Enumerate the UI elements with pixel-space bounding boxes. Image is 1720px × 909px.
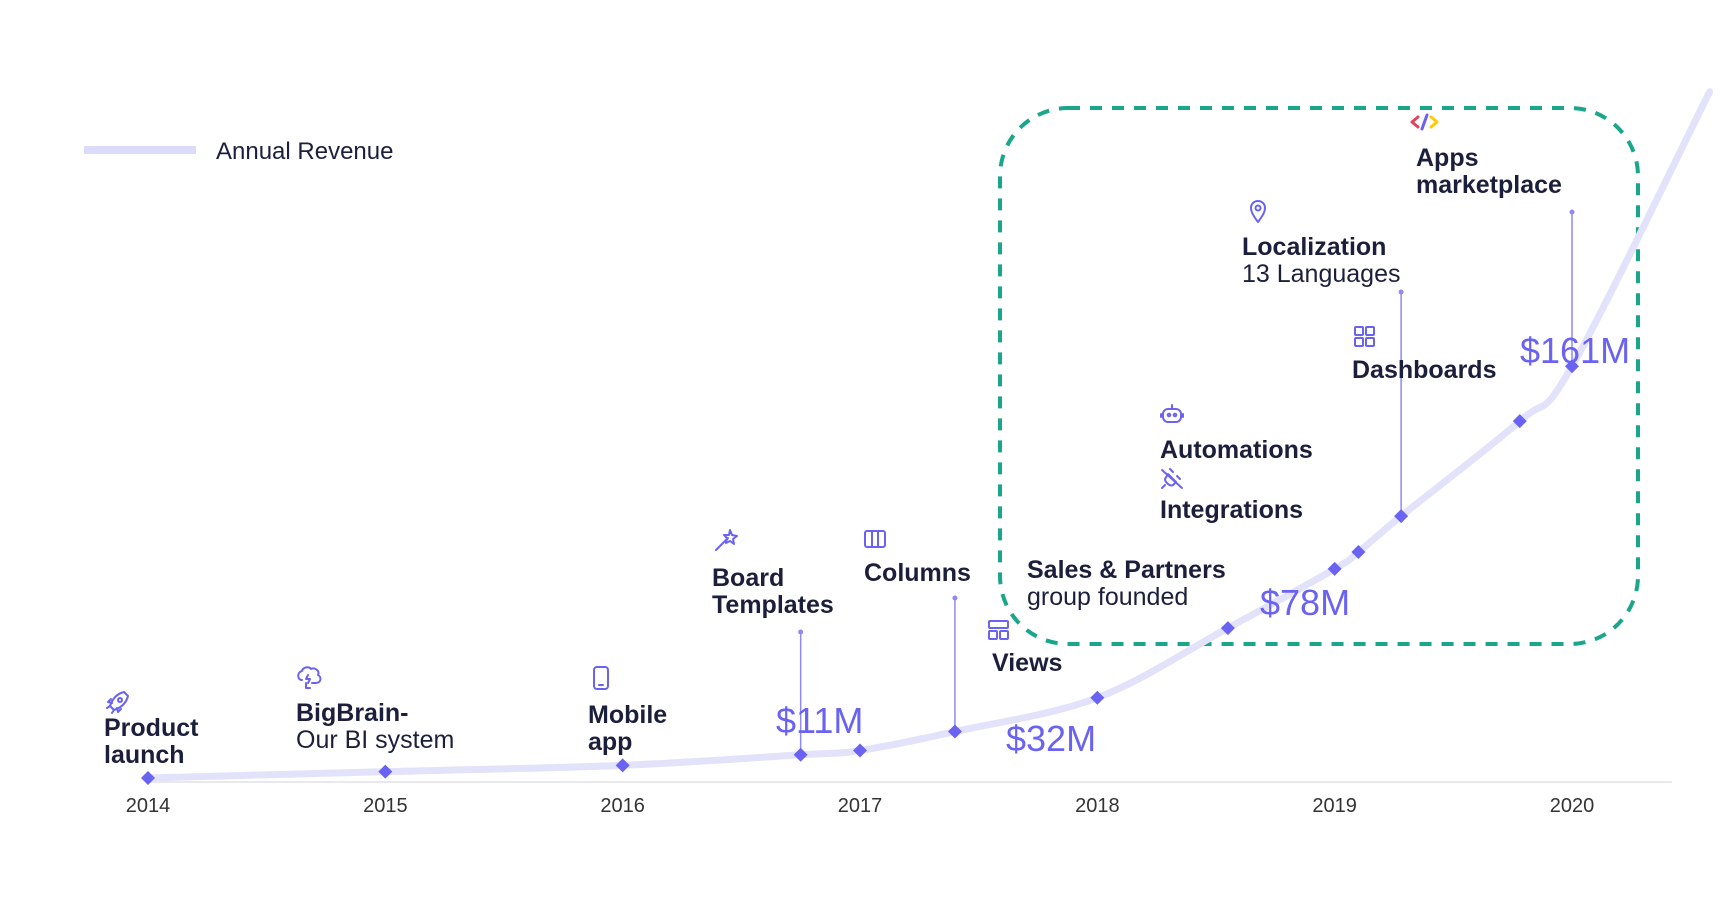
magic-wand-icon — [715, 529, 738, 551]
data-point-marker — [1327, 561, 1342, 576]
brain-icon — [297, 666, 322, 689]
data-point-marker — [853, 743, 867, 758]
x-tick-label: 2016 — [600, 795, 645, 817]
data-markers — [141, 359, 1579, 785]
leader-dot — [1569, 209, 1575, 215]
data-point-marker — [141, 771, 155, 785]
x-tick-label: 2020 — [1550, 795, 1595, 817]
leader-dot — [1398, 289, 1404, 295]
dashboard-icon — [1354, 326, 1375, 347]
milestone-labels: Product launch BigBrain- Our BI system M… — [104, 144, 1562, 769]
milestone-title: Integrations — [1160, 496, 1303, 524]
data-point-marker — [1090, 690, 1105, 705]
milestone-subtitle: Our BI system — [296, 726, 454, 754]
x-tick-label: 2017 — [838, 795, 883, 817]
data-point-marker — [1351, 545, 1366, 560]
data-point-marker — [615, 758, 630, 773]
x-tick-label: 2014 — [126, 795, 171, 817]
x-tick-label: 2018 — [1075, 795, 1120, 817]
data-point-marker — [1512, 414, 1527, 429]
data-point-marker — [1220, 621, 1235, 636]
leader-lines — [798, 209, 1575, 755]
milestone-title: Localization — [1242, 233, 1386, 261]
milestone-title: Mobile — [588, 701, 667, 729]
milestone-title: Templates — [712, 591, 834, 619]
location-pin-icon — [1250, 200, 1266, 223]
legend: Annual Revenue — [84, 138, 393, 165]
milestone-title: launch — [104, 741, 185, 769]
x-tick-label: 2015 — [363, 795, 408, 817]
milestone-icons — [106, 113, 1439, 714]
legend-label-annual-revenue: Annual Revenue — [216, 138, 393, 165]
leader-dot — [952, 595, 958, 601]
milestone-title: Board — [712, 564, 784, 592]
revenue-line — [144, 88, 1714, 782]
revenue-label-2017: $11M — [776, 700, 863, 741]
milestone-title: Product — [104, 714, 199, 742]
leader-dot — [798, 629, 804, 635]
milestone-subtitle: group founded — [1027, 583, 1188, 611]
data-point-marker — [378, 764, 393, 779]
data-point-marker — [1565, 359, 1579, 374]
data-point-marker — [947, 724, 962, 739]
x-ticks: 2014 2015 2016 2017 2018 2019 2020 — [126, 795, 1595, 817]
milestone-title: Columns — [864, 559, 971, 587]
revenue-labels: $11M $32M $78M $161M — [776, 330, 1630, 759]
data-point-marker — [793, 747, 808, 762]
revenue-label-2018: $32M — [1006, 718, 1096, 759]
milestone-title: marketplace — [1416, 171, 1562, 199]
milestone-title: app — [588, 728, 632, 756]
mobile-icon — [593, 666, 609, 690]
revenue-label-2020: $161M — [1520, 330, 1630, 371]
milestone-title: BigBrain- — [296, 699, 409, 727]
revenue-label-2019: $78M — [1260, 582, 1350, 623]
milestone-title: Automations — [1160, 436, 1313, 464]
milestone-title: Views — [992, 649, 1062, 677]
highlight-box — [998, 106, 1640, 646]
columns-icon — [864, 530, 886, 548]
robot-icon — [1160, 404, 1184, 423]
milestone-title: Dashboards — [1352, 356, 1496, 384]
data-point-marker — [1394, 509, 1409, 524]
views-icon — [988, 620, 1009, 640]
milestone-title: Apps — [1416, 144, 1479, 172]
rocket-icon — [106, 691, 129, 714]
plug-icon — [1161, 468, 1183, 489]
code-icon — [1410, 113, 1439, 131]
milestone-subtitle: 13 Languages — [1242, 260, 1400, 288]
x-tick-label: 2019 — [1312, 795, 1357, 817]
milestone-title: Sales & Partners — [1027, 556, 1226, 584]
